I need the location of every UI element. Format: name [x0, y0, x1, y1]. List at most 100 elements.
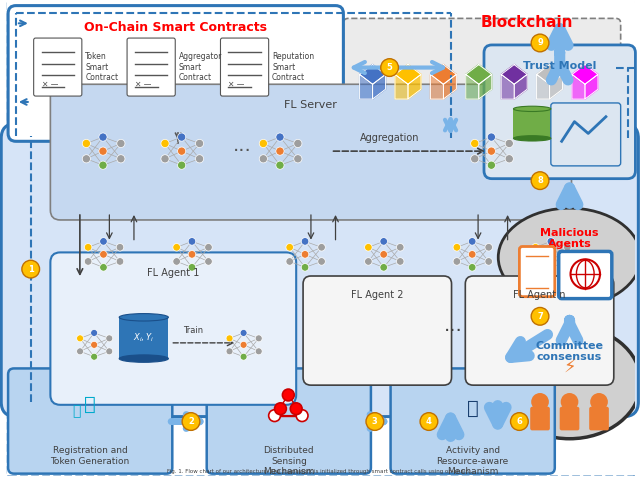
Text: ✕ —: ✕ — [135, 80, 151, 89]
Circle shape [83, 155, 90, 163]
FancyBboxPatch shape [465, 276, 614, 385]
Circle shape [294, 155, 302, 163]
Circle shape [531, 393, 549, 411]
Ellipse shape [499, 208, 640, 307]
Polygon shape [501, 74, 514, 99]
Circle shape [91, 341, 97, 348]
Text: Trust Model: Trust Model [523, 61, 596, 71]
Circle shape [468, 238, 476, 245]
Ellipse shape [119, 355, 168, 362]
Text: Aggregator
Smart
Contract: Aggregator Smart Contract [179, 52, 222, 82]
Circle shape [564, 257, 571, 265]
Text: 👤: 👤 [84, 395, 95, 414]
Circle shape [205, 257, 212, 265]
Circle shape [318, 243, 325, 251]
Circle shape [286, 243, 294, 251]
FancyBboxPatch shape [589, 407, 609, 430]
Circle shape [195, 140, 204, 147]
Circle shape [276, 147, 284, 155]
Circle shape [365, 243, 372, 251]
Polygon shape [444, 74, 456, 99]
Circle shape [470, 140, 479, 147]
Circle shape [505, 140, 513, 147]
Text: 👤: 👤 [73, 405, 81, 419]
Circle shape [84, 243, 92, 251]
Circle shape [547, 264, 555, 271]
Circle shape [182, 412, 200, 430]
Polygon shape [466, 65, 492, 84]
Text: 7: 7 [537, 312, 543, 321]
Ellipse shape [499, 326, 640, 439]
Circle shape [275, 403, 286, 414]
Circle shape [380, 251, 387, 258]
FancyBboxPatch shape [51, 253, 296, 405]
Circle shape [77, 335, 84, 342]
Text: 5: 5 [387, 63, 392, 72]
Circle shape [301, 251, 309, 258]
Circle shape [226, 348, 233, 355]
Circle shape [100, 251, 108, 258]
Circle shape [255, 335, 262, 342]
Circle shape [106, 348, 113, 355]
Circle shape [453, 243, 461, 251]
Circle shape [564, 243, 571, 251]
Circle shape [255, 348, 262, 355]
FancyBboxPatch shape [520, 246, 555, 297]
Circle shape [366, 412, 384, 430]
Polygon shape [479, 74, 492, 99]
Circle shape [91, 353, 97, 360]
Circle shape [177, 147, 186, 155]
Text: Fig. 1. Flow chart of our architecture. The framework is initialized through sma: Fig. 1. Flow chart of our architecture. … [167, 469, 474, 474]
Circle shape [99, 161, 107, 169]
Circle shape [561, 393, 579, 411]
Circle shape [188, 251, 196, 258]
Circle shape [531, 308, 549, 325]
Circle shape [276, 161, 284, 169]
Polygon shape [514, 74, 527, 99]
Text: FL Agent 2: FL Agent 2 [351, 290, 404, 300]
Circle shape [485, 243, 493, 251]
FancyBboxPatch shape [303, 276, 452, 385]
Polygon shape [395, 74, 408, 99]
Text: Blockchain: Blockchain [481, 15, 573, 30]
Circle shape [84, 257, 92, 265]
Circle shape [396, 243, 404, 251]
Circle shape [286, 257, 294, 265]
Bar [513, 109, 551, 138]
Polygon shape [536, 74, 550, 99]
Circle shape [100, 238, 108, 245]
Circle shape [532, 243, 540, 251]
Text: Token
Smart
Contract: Token Smart Contract [85, 52, 118, 82]
Text: Committee
consensus: Committee consensus [536, 341, 604, 363]
FancyBboxPatch shape [51, 84, 572, 220]
Circle shape [291, 403, 302, 414]
Circle shape [83, 140, 90, 147]
Circle shape [100, 264, 108, 271]
Circle shape [365, 257, 372, 265]
Polygon shape [550, 74, 563, 99]
Polygon shape [536, 65, 563, 84]
Circle shape [296, 410, 308, 422]
Circle shape [380, 264, 387, 271]
Circle shape [531, 34, 549, 52]
Circle shape [318, 257, 325, 265]
Circle shape [161, 155, 169, 163]
Polygon shape [395, 65, 421, 84]
Circle shape [570, 259, 600, 289]
FancyBboxPatch shape [484, 45, 636, 179]
Text: 4: 4 [426, 417, 432, 426]
FancyBboxPatch shape [127, 38, 175, 96]
Circle shape [259, 155, 268, 163]
Text: 8: 8 [537, 176, 543, 185]
Circle shape [173, 243, 180, 251]
Bar [119, 317, 168, 358]
Circle shape [531, 172, 549, 189]
FancyBboxPatch shape [530, 407, 550, 430]
Circle shape [116, 257, 124, 265]
Circle shape [259, 140, 268, 147]
Circle shape [240, 329, 247, 336]
Circle shape [161, 140, 169, 147]
Text: 3: 3 [372, 417, 378, 426]
Text: FL Agent n: FL Agent n [513, 290, 566, 300]
Circle shape [511, 412, 528, 430]
